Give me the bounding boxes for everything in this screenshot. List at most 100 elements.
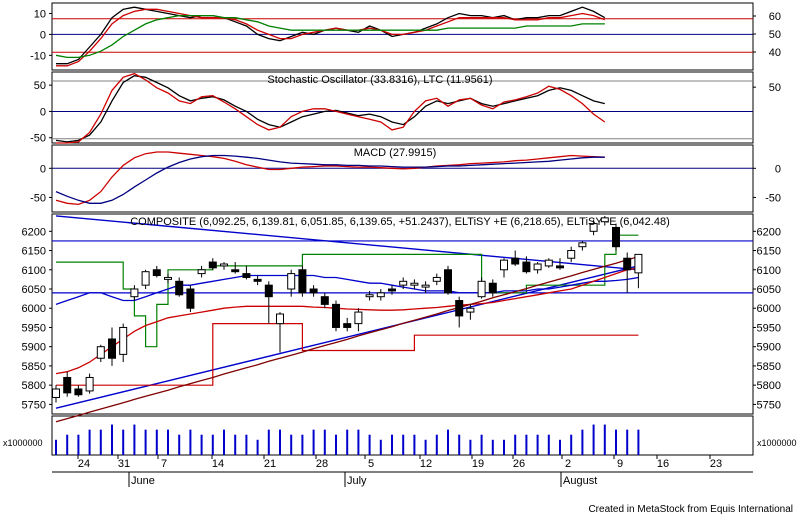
candle-body bbox=[455, 300, 464, 317]
candle bbox=[612, 223, 620, 251]
candle bbox=[623, 252, 632, 293]
candle bbox=[589, 219, 598, 236]
right-tick-label: 50 bbox=[769, 29, 781, 41]
candle bbox=[220, 262, 228, 270]
x-tick-label: 26 bbox=[513, 458, 525, 470]
candle-body bbox=[365, 294, 374, 298]
candle-body bbox=[152, 269, 161, 277]
candle-body bbox=[264, 284, 273, 298]
candle-body bbox=[556, 265, 564, 269]
candle-body bbox=[276, 313, 284, 325]
candle-body bbox=[63, 376, 72, 394]
panel-title: Stochastic Oscillator (33.8316), LTC (11… bbox=[267, 74, 492, 86]
candle bbox=[432, 273, 441, 286]
left-tick-label: 5900 bbox=[22, 342, 46, 354]
candle-body bbox=[175, 280, 184, 296]
candle-body bbox=[309, 288, 318, 294]
candle bbox=[455, 296, 464, 328]
candle-body bbox=[343, 323, 352, 328]
x-tick-label: 21 bbox=[264, 458, 276, 470]
candle-body bbox=[466, 307, 475, 313]
right-tick-label: 6150 bbox=[757, 246, 781, 258]
candle-body bbox=[477, 280, 486, 298]
x-tick-label: 23 bbox=[710, 458, 722, 470]
trend-line bbox=[55, 215, 639, 271]
candle-body bbox=[253, 278, 262, 282]
candle-body bbox=[208, 261, 217, 269]
candle bbox=[421, 281, 430, 293]
candle bbox=[287, 269, 296, 297]
candle bbox=[388, 285, 396, 295]
candle bbox=[399, 277, 408, 289]
overlay-step-1 bbox=[56, 323, 639, 386]
overlay-line-3 bbox=[55, 267, 639, 375]
month-label: July bbox=[347, 475, 367, 487]
candle-body bbox=[410, 282, 419, 286]
candle-body bbox=[376, 292, 385, 298]
candle-body bbox=[500, 259, 508, 271]
candle bbox=[141, 269, 150, 289]
candle-body bbox=[96, 346, 105, 359]
right-tick-label: 60 bbox=[769, 11, 781, 23]
candle-body bbox=[231, 269, 240, 273]
right-tick-label: 5950 bbox=[757, 322, 781, 334]
x-tick-label: 7 bbox=[161, 458, 167, 470]
x-tick-label: 2 bbox=[565, 458, 571, 470]
left-tick-label: 5750 bbox=[22, 399, 46, 411]
x-tick-label: 19 bbox=[472, 458, 484, 470]
candle bbox=[376, 289, 385, 301]
left-tick-label: 5950 bbox=[22, 322, 46, 334]
candle-body bbox=[522, 261, 531, 273]
series-line-0 bbox=[55, 75, 605, 143]
candle-body bbox=[320, 296, 329, 305]
right-tick-label: 6000 bbox=[757, 303, 781, 315]
candle bbox=[600, 215, 609, 226]
candle bbox=[522, 256, 531, 274]
candle bbox=[511, 250, 520, 266]
candle bbox=[320, 292, 329, 309]
candle bbox=[298, 265, 307, 297]
candle bbox=[500, 258, 508, 278]
x-tick-label: 16 bbox=[657, 458, 669, 470]
left-tick-label: 6050 bbox=[22, 284, 46, 296]
x-tick-label: 12 bbox=[420, 458, 432, 470]
panel-frame-stochastic bbox=[51, 71, 754, 144]
candle-body bbox=[488, 282, 497, 294]
overlay-line-2 bbox=[55, 274, 639, 306]
candle-body bbox=[567, 250, 576, 259]
candle bbox=[208, 258, 217, 270]
candle-body bbox=[432, 276, 441, 282]
left-tick-label: 5800 bbox=[22, 380, 46, 392]
candle-body bbox=[544, 259, 553, 267]
candle-body bbox=[186, 288, 195, 309]
candle bbox=[242, 265, 251, 280]
candle bbox=[567, 246, 576, 263]
candle-body bbox=[388, 288, 396, 292]
candle bbox=[63, 371, 72, 397]
series-line-2 bbox=[55, 14, 605, 59]
candle bbox=[108, 327, 116, 366]
left-tick-label: 0 bbox=[40, 29, 46, 41]
panel-frame-indicator-top bbox=[51, 2, 754, 71]
x-tick-label: 31 bbox=[118, 458, 130, 470]
left-tick-label: 6150 bbox=[22, 246, 46, 258]
right-tick-label: 50 bbox=[769, 82, 781, 94]
candle bbox=[253, 275, 262, 286]
candle-body bbox=[600, 217, 609, 223]
left-tick-label: 10 bbox=[34, 8, 46, 20]
left-tick-label: -50 bbox=[30, 192, 46, 204]
volume-unit-right: x1000000 bbox=[757, 438, 797, 448]
candle bbox=[444, 265, 452, 295]
candle bbox=[164, 273, 172, 284]
candle-body bbox=[242, 273, 251, 278]
candle bbox=[544, 258, 553, 268]
volume-unit-left: x1000000 bbox=[3, 438, 43, 448]
left-tick-label: 50 bbox=[34, 80, 46, 92]
candle bbox=[52, 385, 60, 403]
right-tick-label: 0 bbox=[775, 163, 781, 175]
candle-body bbox=[108, 338, 116, 359]
right-tick-label: 5750 bbox=[757, 399, 781, 411]
overlay-step-0 bbox=[56, 234, 639, 348]
right-tick-label: 5850 bbox=[757, 361, 781, 373]
